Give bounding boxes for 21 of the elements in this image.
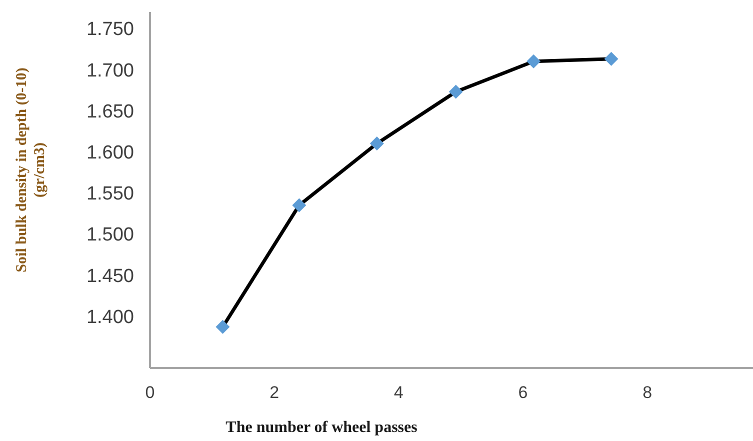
x-tick-label: 8	[642, 383, 652, 402]
y-tick-label: 1.700	[86, 60, 134, 82]
point	[292, 198, 306, 212]
point	[216, 320, 230, 334]
y-tick-label: 1.600	[86, 142, 134, 164]
point	[526, 54, 541, 68]
x-tick-label: 6	[518, 383, 528, 402]
y-tick-label: 1.450	[86, 266, 134, 287]
y-tick-label: 1.650	[86, 101, 134, 122]
x-tick-label: 0	[145, 383, 155, 402]
y-tick-label: 1.750	[86, 19, 134, 40]
point	[370, 136, 384, 151]
x-tick-label: 2	[270, 383, 280, 402]
y-tick-label: 1.400	[86, 306, 134, 328]
y-axis-title: Soil bulk density in depth (0-10) (gr/cm3)	[14, 68, 48, 272]
point	[604, 52, 618, 66]
point	[448, 84, 463, 99]
x-axis-title: The number of wheel passes	[226, 419, 418, 436]
y-tick-label: 1.550	[86, 184, 134, 205]
x-tick-label: 4	[394, 383, 404, 402]
y-tick-label: 1.500	[86, 224, 134, 246]
